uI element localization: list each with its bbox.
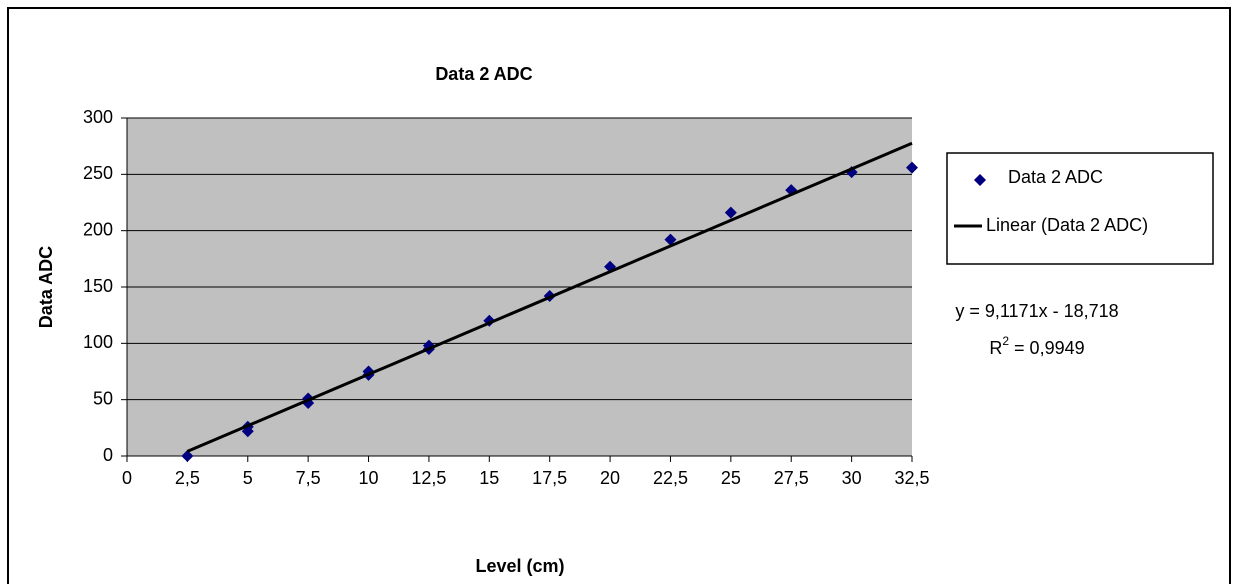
x-tick-label: 5	[243, 468, 253, 488]
x-tick-label: 25	[721, 468, 741, 488]
y-tick-label: 0	[103, 445, 113, 465]
r-squared-base: R	[989, 338, 1002, 358]
x-tick-label: 27,5	[774, 468, 809, 488]
legend-label: Data 2 ADC	[1008, 167, 1103, 187]
trend-equation: y = 9,1171x - 18,718	[955, 301, 1118, 321]
x-tick-label: 12,5	[411, 468, 446, 488]
y-tick-label: 300	[83, 107, 113, 127]
chart: Data 2 ADC Data ADC Level (cm) y = 9,117…	[0, 0, 1239, 584]
x-tick-label: 2,5	[175, 468, 200, 488]
x-tick-label: 10	[359, 468, 379, 488]
x-tick-label: 22,5	[653, 468, 688, 488]
y-tick-label: 250	[83, 163, 113, 183]
x-tick-label: 0	[122, 468, 132, 488]
y-tick-label: 100	[83, 332, 113, 352]
y-tick-label: 150	[83, 276, 113, 296]
legend-label: Linear (Data 2 ADC)	[986, 215, 1148, 235]
page: {"chart_data": {"type": "scatter", "titl…	[0, 0, 1239, 584]
y-tick-label: 200	[83, 219, 113, 239]
x-axis-label: Level (cm)	[475, 556, 564, 576]
y-tick-label: 50	[93, 388, 113, 408]
x-tick-label: 30	[842, 468, 862, 488]
x-tick-label: 32,5	[894, 468, 929, 488]
y-axis-label: Data ADC	[36, 246, 56, 328]
x-tick-label: 17,5	[532, 468, 567, 488]
x-tick-label: 15	[479, 468, 499, 488]
r-squared-rest: = 0,9949	[1009, 338, 1085, 358]
x-tick-label: 20	[600, 468, 620, 488]
chart-title: Data 2 ADC	[435, 64, 532, 84]
x-tick-label: 7,5	[296, 468, 321, 488]
